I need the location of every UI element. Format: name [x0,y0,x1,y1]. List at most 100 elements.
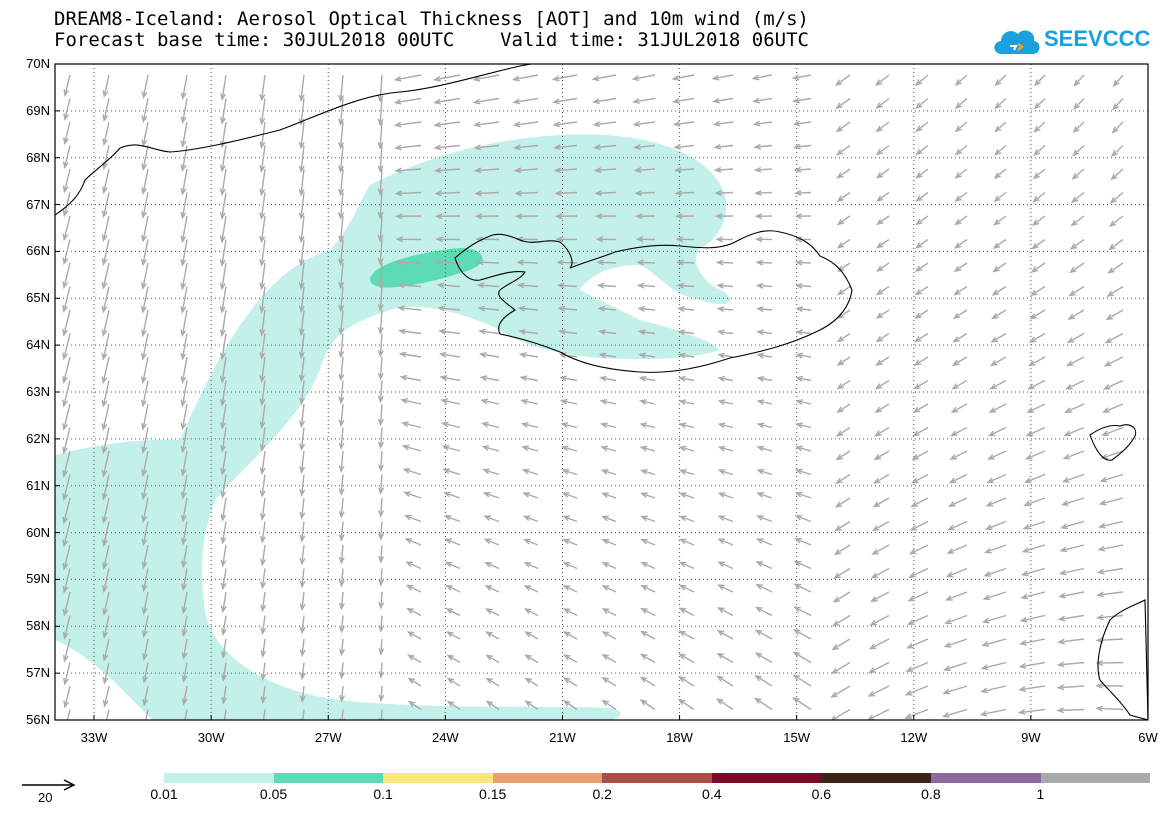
wind-vector [913,379,929,390]
wind-vector [395,236,422,243]
wind-vector [678,538,695,546]
wind-vector [141,239,149,267]
wind-vector [562,677,578,687]
wind-vector [1025,426,1046,437]
wind-vector [953,262,968,273]
wind-vector [338,450,345,474]
wind-vector [406,631,422,640]
wind-vector [102,145,110,171]
wind-vector [260,591,267,613]
wind-vector [754,697,773,711]
wind-vector [299,474,306,497]
wind-vector [753,143,773,150]
wind-vector [260,638,267,659]
wind-vector [601,538,617,546]
wind-vector [756,445,773,452]
wind-vector [717,584,734,593]
wind-vector [717,445,734,452]
wind-vector [1071,168,1085,180]
wind-vector [181,568,188,592]
wind-vector [438,351,461,358]
wind-vector [445,584,461,593]
wind-vector [401,444,422,452]
wind-vector [716,652,734,664]
wind-vector [1103,356,1124,367]
legend-label: 0.4 [702,786,722,802]
wind-vector [377,215,384,243]
wind-vector [338,239,345,267]
wind-vector [993,191,1007,203]
wind-vector [914,74,929,86]
wind-vector [795,445,812,452]
wind-vector [378,568,385,587]
wind-vector [638,375,656,382]
wind-vector [836,191,851,202]
wind-vector [219,309,227,338]
wind-vector [141,615,149,639]
wind-vector [220,74,227,101]
wind-vector [795,422,812,429]
wind-vector [601,585,617,593]
wind-vector [476,259,500,266]
wind-vector [260,685,267,704]
wind-vector [435,236,461,243]
wind-vector [717,422,734,429]
wind-vector [954,215,968,226]
wind-vector [795,352,812,359]
wind-vector [914,285,929,296]
wind-vector [141,568,149,593]
wind-vector [1027,379,1046,390]
wind-vector [338,215,345,244]
legend-color-segment [1040,773,1151,783]
wind-vector [593,167,617,174]
wind-vector [298,192,305,221]
wind-vector [141,380,149,408]
wind-vector [908,544,929,555]
wind-vector [394,190,422,197]
lat-label: 61N [26,477,50,493]
wind-vector [516,282,539,289]
wind-vector [755,584,773,593]
wind-vector [793,560,812,570]
wind-vector [637,329,656,336]
wind-vector [986,473,1007,484]
logo-text: SEEVCCC [1044,26,1151,51]
legend-color-segment [383,773,493,783]
wind-vector [592,121,617,128]
wind-vector [377,192,384,220]
wind-vector [871,520,890,532]
wind-vector [991,285,1007,296]
wind-vector [836,168,851,179]
wind-vector [909,520,929,531]
wind-vector [911,450,929,461]
wind-vector [472,97,500,105]
wind-vector [523,608,539,617]
wind-vector [377,380,384,404]
wind-vector [953,285,968,296]
wind-vector [299,497,306,520]
wind-vector [221,685,228,705]
wind-vector [400,421,422,429]
wind-vector [180,333,188,361]
wind-vector [1033,144,1046,157]
wind-vector [1112,98,1124,111]
wind-vector [598,352,617,359]
wind-vector [220,427,227,453]
wind-vector [433,167,461,174]
reference-wind-arrow [22,779,76,791]
greenland-coastline [55,64,535,216]
wind-vector [596,282,617,289]
wind-vector [559,375,578,382]
lat-label: 68N [26,149,50,165]
wind-vector [985,497,1007,507]
wind-vector [477,305,500,312]
wind-vector [640,607,656,617]
wind-vector [794,213,812,220]
wind-vector [434,213,461,220]
wind-vector [221,662,227,682]
wind-vector [378,662,385,679]
wind-vector [867,708,890,720]
wind-vector [717,538,734,546]
wind-vector [1056,707,1085,714]
wind-vector [476,282,500,289]
